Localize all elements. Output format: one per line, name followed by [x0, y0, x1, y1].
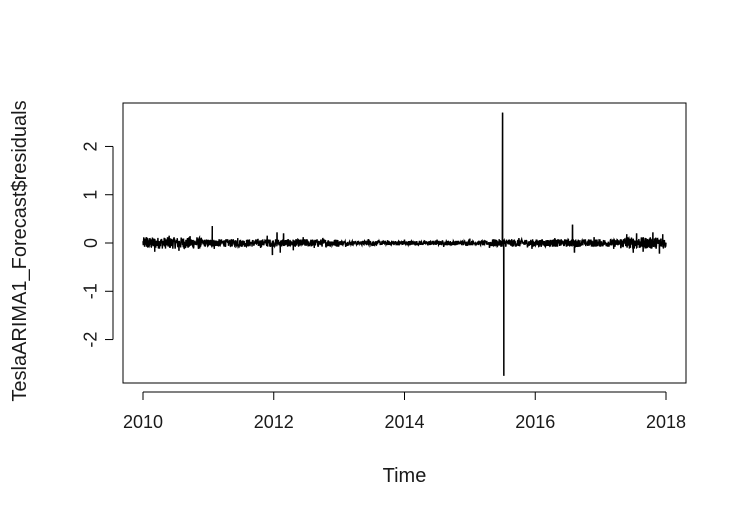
y-axis-title: TeslaARIMA1_Forecast$residuals: [9, 100, 31, 401]
plot-area-frame: [122, 102, 687, 384]
x-tick-label: 2018: [646, 412, 686, 432]
residual-series-line: [142, 112, 667, 376]
y-tick-label: 0: [81, 238, 101, 248]
series-layer: [142, 112, 667, 376]
x-tick-label: 2010: [123, 412, 163, 432]
x-axis-title: Time: [383, 465, 427, 487]
y-axis: -2 -1 0 1 2: [81, 141, 114, 348]
y-tick-label: 2: [81, 141, 101, 151]
y-tick-label: -2: [81, 332, 101, 348]
x-tick-label: 2012: [254, 412, 294, 432]
y-tick-label: 1: [81, 190, 101, 200]
y-tick-label: -1: [81, 283, 101, 299]
x-tick-label: 2014: [384, 412, 424, 432]
x-tick-label: 2016: [515, 412, 555, 432]
x-axis: 2010 2012 2014 2016 2018: [123, 391, 686, 432]
